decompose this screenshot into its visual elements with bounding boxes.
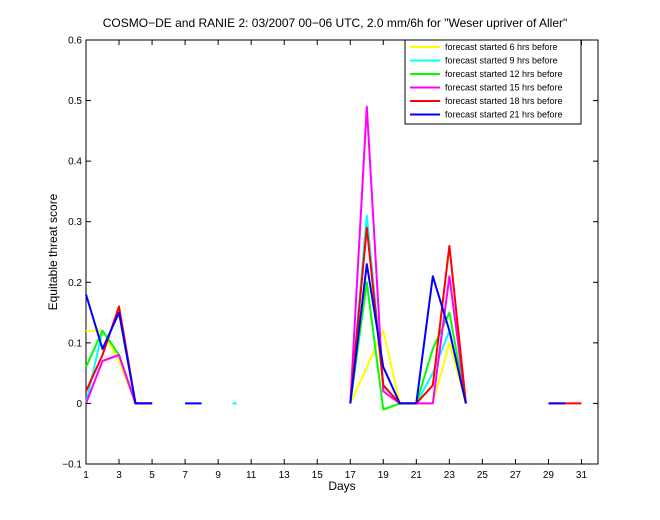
legend-label: forecast started 12 hrs before (445, 69, 563, 79)
chart-title: COSMO−DE and RANIE 2: 03/2007 00−06 UTC,… (103, 16, 568, 30)
y-tick-label: 0.5 (68, 96, 82, 107)
x-tick-label: 19 (378, 470, 390, 481)
y-tick-label: 0.2 (68, 278, 82, 289)
x-tick-label: 17 (345, 470, 357, 481)
x-tick-label: 3 (116, 470, 122, 481)
y-tick-label: 0.4 (68, 157, 82, 168)
legend: forecast started 6 hrs before forecast st… (404, 39, 582, 125)
y-axis-label: Equitable threat score (46, 193, 60, 310)
legend-label: forecast started 6 hrs before (445, 42, 558, 52)
y-tick-label: 0 (76, 399, 82, 410)
x-tick-label: 25 (477, 470, 489, 481)
x-tick-label: 11 (246, 470, 257, 481)
x-tick-label: 21 (411, 470, 423, 481)
legend-label: forecast started 9 hrs before (445, 56, 558, 66)
x-tick-label: 7 (182, 470, 188, 481)
x-tick-label: 9 (215, 470, 221, 481)
y-tick-label: 0.6 (68, 36, 82, 47)
legend-label: forecast started 21 hrs before (445, 110, 563, 120)
y-axis-ticks: −0.1 0 0.1 0.2 0.3 0.4 0.5 0.6 (62, 36, 598, 471)
series-layer (85, 105, 582, 411)
legend-box (404, 39, 582, 125)
series-line (85, 294, 153, 405)
x-axis-label: Days (328, 479, 355, 493)
x-tick-label: 5 (149, 470, 155, 481)
legend-label: forecast started 15 hrs before (445, 83, 563, 93)
x-tick-label: 1 (83, 470, 89, 481)
x-tick-label: 27 (510, 470, 522, 481)
x-tick-label: 31 (576, 470, 588, 481)
x-axis-ticks: 1 3 5 7 9 11 13 15 17 19 21 23 25 27 29 31 (83, 40, 587, 481)
x-tick-label: 13 (279, 470, 291, 481)
x-tick-label: 15 (312, 470, 324, 481)
y-tick-label: −0.1 (62, 460, 82, 471)
x-tick-label: 23 (444, 470, 456, 481)
x-tick-label: 29 (543, 470, 555, 481)
series-6 (85, 263, 565, 405)
y-tick-label: 0.1 (68, 338, 82, 349)
y-tick-label: 0.3 (68, 217, 82, 228)
series-line (349, 263, 467, 405)
legend-label: forecast started 18 hrs before (445, 96, 563, 106)
